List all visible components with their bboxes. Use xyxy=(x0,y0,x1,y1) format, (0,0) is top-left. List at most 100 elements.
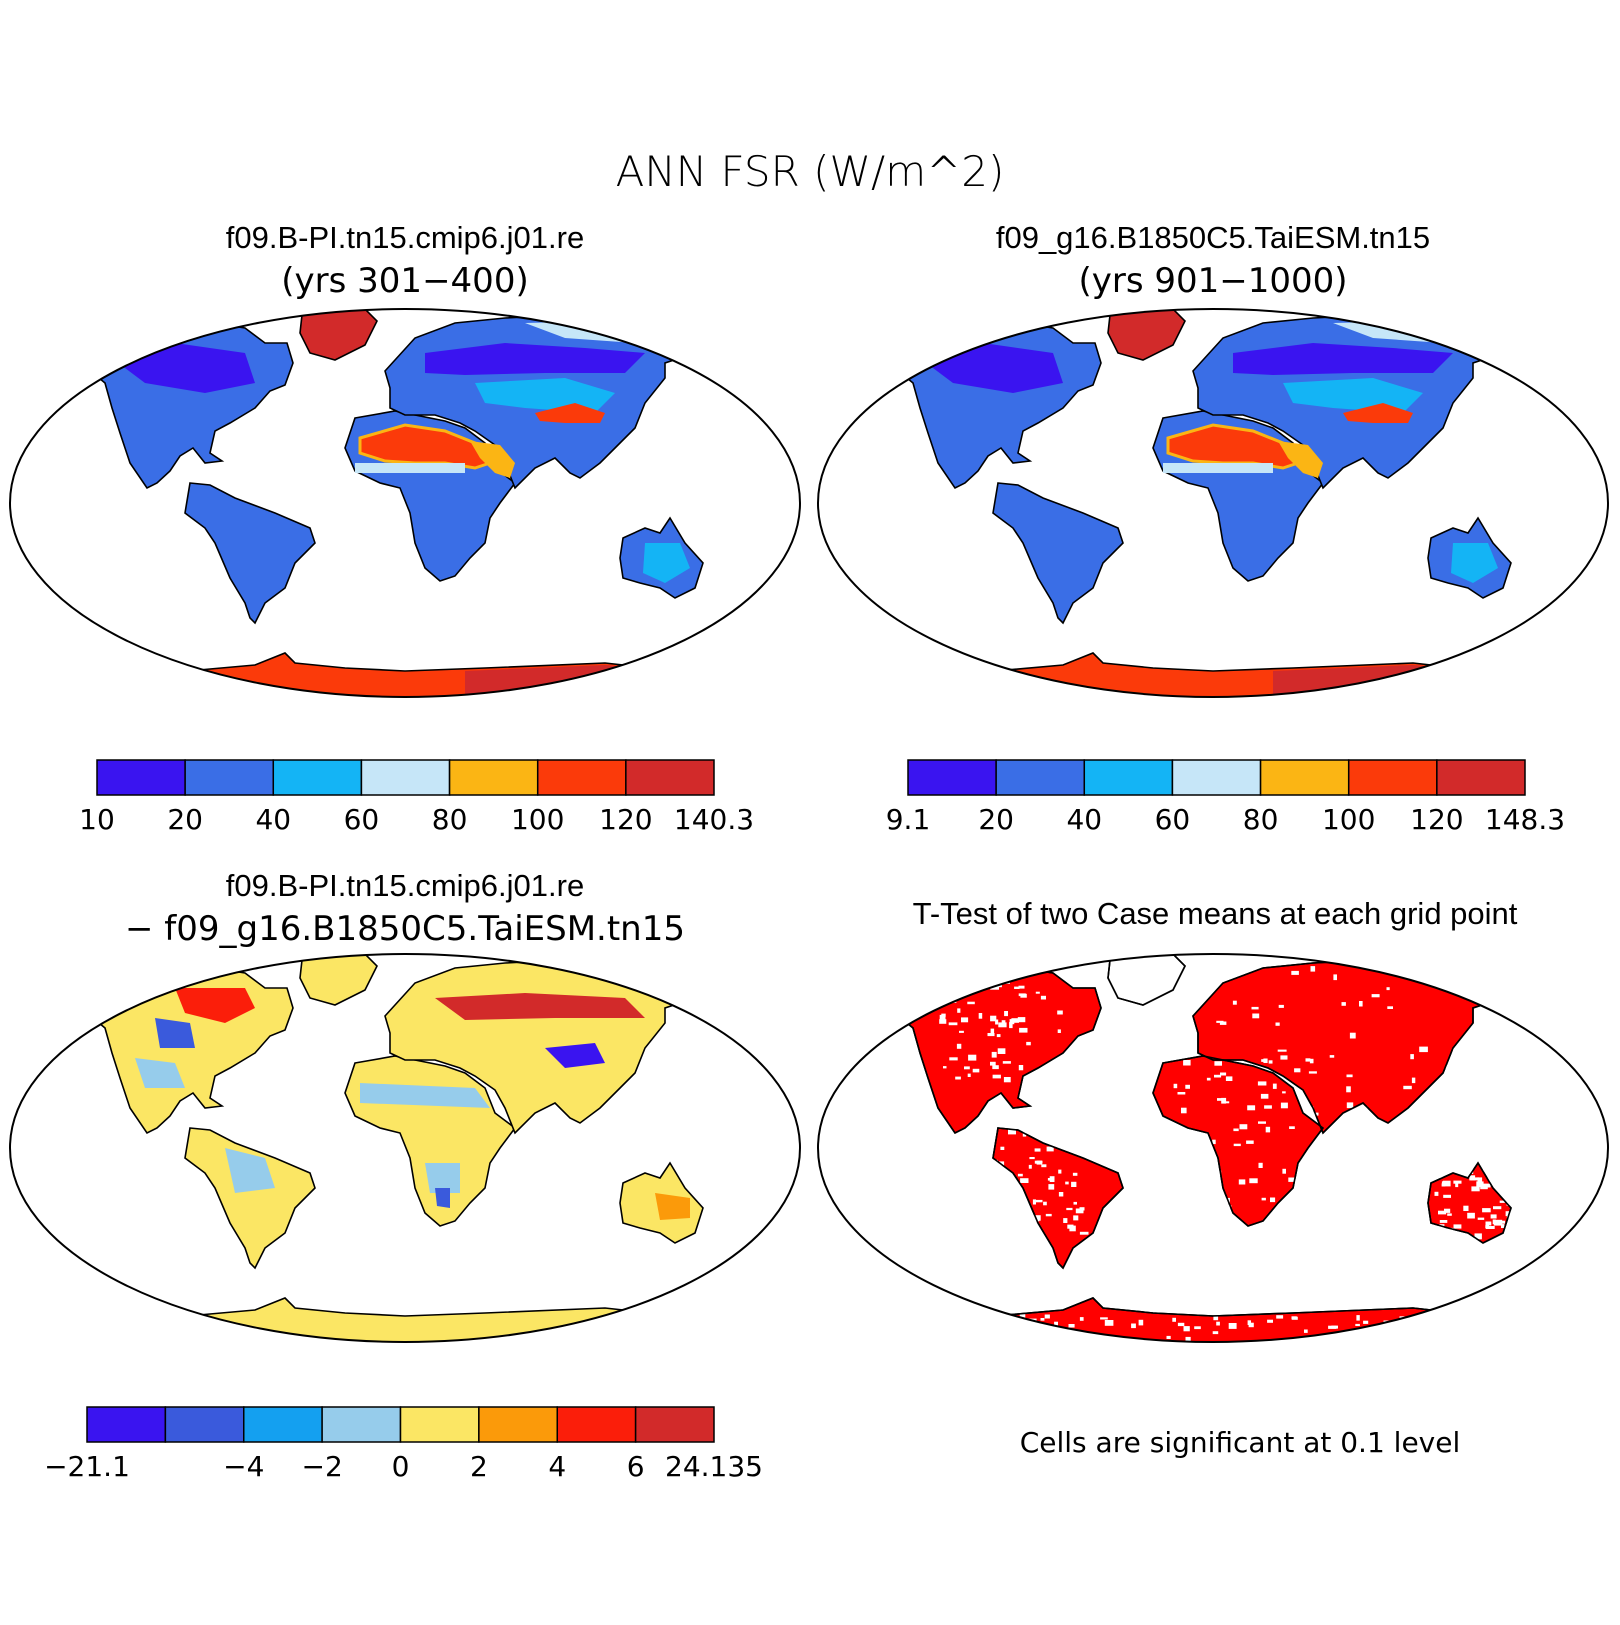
non-significant-cell xyxy=(1011,1018,1019,1023)
non-significant-cell xyxy=(1356,1315,1360,1321)
non-significant-cell xyxy=(1185,1336,1191,1342)
non-significant-cell xyxy=(1265,1126,1271,1133)
non-significant-cell xyxy=(1355,1323,1360,1326)
panel4-note: Cells are significant at 0.1 level xyxy=(1020,1426,1461,1459)
non-significant-cell xyxy=(1490,1214,1497,1219)
non-significant-cell xyxy=(1438,1210,1447,1215)
non-significant-cell xyxy=(1057,1010,1063,1015)
non-significant-cell xyxy=(1371,994,1380,998)
non-significant-cell xyxy=(1194,1326,1201,1330)
non-significant-cell xyxy=(1185,1084,1190,1089)
non-significant-cell xyxy=(1040,1318,1045,1321)
colorbar-swatch xyxy=(184,759,275,796)
non-significant-cell xyxy=(1483,1326,1489,1329)
non-significant-cell xyxy=(1005,1222,1012,1228)
non-significant-cell xyxy=(1438,1175,1443,1178)
non-significant-cell xyxy=(1261,1059,1265,1062)
figure-title: ANN FSR (W/m^2) xyxy=(616,147,1005,196)
non-significant-cell xyxy=(1264,1105,1272,1109)
non-significant-cell xyxy=(1454,1059,1460,1063)
colorbar-tick-label: 40 xyxy=(1066,803,1102,836)
non-significant-cell xyxy=(1289,1210,1295,1215)
non-significant-cell xyxy=(995,1019,999,1025)
non-significant-cell xyxy=(1017,1017,1026,1023)
south-africa-negative-zone xyxy=(425,1163,460,1193)
colorbar-swatch xyxy=(536,759,627,796)
non-significant-cell xyxy=(964,1066,970,1070)
non-significant-cell xyxy=(1486,1321,1495,1325)
non-significant-cell xyxy=(1103,1336,1111,1341)
non-significant-cell xyxy=(1017,1204,1022,1209)
non-significant-cell xyxy=(1276,1315,1284,1319)
non-significant-cell xyxy=(1275,1022,1280,1026)
non-significant-cell xyxy=(1492,1169,1501,1173)
non-significant-cell xyxy=(1402,1121,1407,1126)
non-significant-cell xyxy=(1257,1081,1267,1086)
panel2-title: f09_g16.B1850C5.TaiESM.tn15 xyxy=(996,220,1430,255)
non-significant-cell xyxy=(1138,1319,1144,1326)
non-significant-cell xyxy=(1008,1128,1016,1135)
non-significant-cell xyxy=(1278,1004,1284,1008)
non-significant-cell xyxy=(1413,1330,1421,1335)
colorbar-swatch xyxy=(478,1406,558,1443)
antarctica-coastline xyxy=(972,1297,1515,1342)
colorbar-tick-label: 20 xyxy=(978,803,1014,836)
colorbar-swatch xyxy=(1436,759,1526,796)
non-significant-cell xyxy=(1457,1103,1463,1109)
non-significant-cell xyxy=(1267,1319,1273,1323)
colorbar-swatch xyxy=(448,759,539,796)
non-significant-cell xyxy=(1247,1320,1251,1325)
non-significant-cell xyxy=(1177,1322,1185,1327)
sahel-zone xyxy=(355,463,465,473)
colorbar-tick-label: 10 xyxy=(79,803,115,836)
non-significant-cell xyxy=(1459,1066,1464,1072)
non-significant-cell xyxy=(1349,1032,1356,1039)
non-significant-cell xyxy=(1079,1231,1089,1235)
non-significant-cell xyxy=(1232,1000,1237,1005)
colorbar-swatch xyxy=(164,1406,245,1443)
non-significant-cell xyxy=(1029,1157,1035,1160)
non-significant-cell xyxy=(1309,1215,1315,1218)
southAmerica-landmass xyxy=(184,482,316,625)
non-significant-cell xyxy=(1225,1076,1233,1081)
non-significant-cell xyxy=(1032,1199,1036,1205)
non-significant-cell xyxy=(1100,1317,1108,1320)
non-significant-cell xyxy=(1346,1074,1353,1078)
colorbar-tick-label: 60 xyxy=(1155,803,1191,836)
map-border-2 xyxy=(817,308,1609,698)
non-significant-cell xyxy=(1017,1173,1023,1177)
non-significant-cell xyxy=(1505,1188,1510,1191)
non-significant-cells xyxy=(936,966,1514,1342)
colorbar-swatch xyxy=(399,1406,480,1443)
non-significant-cell xyxy=(996,1034,1001,1038)
non-significant-cell xyxy=(1363,1320,1369,1324)
non-significant-cell xyxy=(1019,1313,1026,1319)
non-significant-cell xyxy=(1270,1197,1276,1203)
colorbar-tick-label: 2 xyxy=(470,1450,488,1483)
non-significant-cell xyxy=(1504,1191,1512,1196)
non-significant-cell xyxy=(1252,1013,1260,1019)
non-significant-cell xyxy=(957,1008,961,1013)
non-significant-cell xyxy=(961,1017,969,1023)
non-significant-cell xyxy=(1217,1098,1222,1101)
non-significant-cell xyxy=(1280,1055,1288,1060)
colorbar-tick-label: 40 xyxy=(255,803,291,836)
non-significant-cell xyxy=(1419,1046,1428,1053)
non-significant-cell xyxy=(1289,1126,1295,1129)
non-significant-cell xyxy=(1461,1313,1467,1317)
panel2-subtitle: (yrs 901−1000) xyxy=(1078,261,1347,301)
non-significant-cell xyxy=(1471,1031,1480,1036)
non-significant-cell xyxy=(1002,1186,1010,1190)
non-significant-cell xyxy=(939,1019,947,1024)
non-significant-cell xyxy=(1260,1093,1269,1099)
non-significant-cell xyxy=(1003,1077,1011,1083)
non-significant-cell xyxy=(1028,1164,1032,1169)
colorbar-tick-label: 120 xyxy=(599,803,652,836)
non-significant-cell xyxy=(1363,1106,1368,1111)
colorbar-swatch xyxy=(1171,759,1262,796)
colorbar-tick-label: 20 xyxy=(167,803,203,836)
non-significant-cell xyxy=(998,1022,1007,1028)
non-significant-cell xyxy=(1277,1049,1287,1052)
non-significant-cell xyxy=(1490,1035,1500,1040)
